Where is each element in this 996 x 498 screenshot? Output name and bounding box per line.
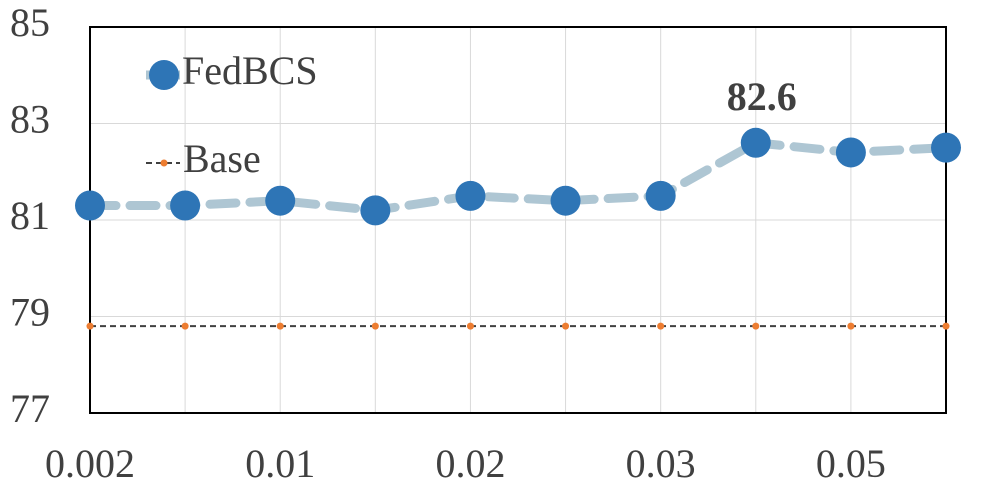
x-tick-label: 0.05 [816, 441, 886, 486]
x-tick-label: 0.03 [626, 441, 696, 486]
data-point [931, 132, 961, 163]
y-tick-label: 79 [10, 290, 50, 335]
x-tick-label: 0.02 [435, 441, 505, 486]
legend-label: Base [183, 136, 261, 181]
data-point [657, 322, 665, 330]
y-tick-label: 85 [10, 0, 50, 45]
data-point [562, 322, 570, 330]
data-point [550, 185, 581, 216]
legend-marker [149, 60, 179, 90]
data-point [645, 180, 676, 211]
data-point [942, 322, 950, 330]
x-tick-label: 0.002 [45, 441, 135, 486]
legend-label: FedBCS [182, 48, 318, 93]
legend-marker [160, 159, 168, 167]
series-line [85, 138, 951, 215]
y-tick-label: 81 [10, 193, 50, 238]
y-tick-label: 83 [10, 97, 50, 142]
data-point [360, 195, 391, 226]
data-point [455, 180, 486, 211]
data-point [170, 190, 201, 221]
data-point [86, 322, 94, 330]
data-point [265, 185, 296, 216]
data-point [371, 322, 379, 330]
data-point [752, 322, 760, 330]
data-point [75, 190, 105, 221]
data-point [181, 322, 189, 330]
x-tick-label: 0.01 [245, 441, 315, 486]
data-point [847, 322, 855, 330]
data-point [740, 127, 771, 158]
data-point [835, 137, 866, 168]
y-tick-label: 77 [10, 386, 50, 431]
data-label: 82.6 [727, 74, 797, 119]
data-point [276, 322, 284, 330]
data-point [466, 322, 474, 330]
